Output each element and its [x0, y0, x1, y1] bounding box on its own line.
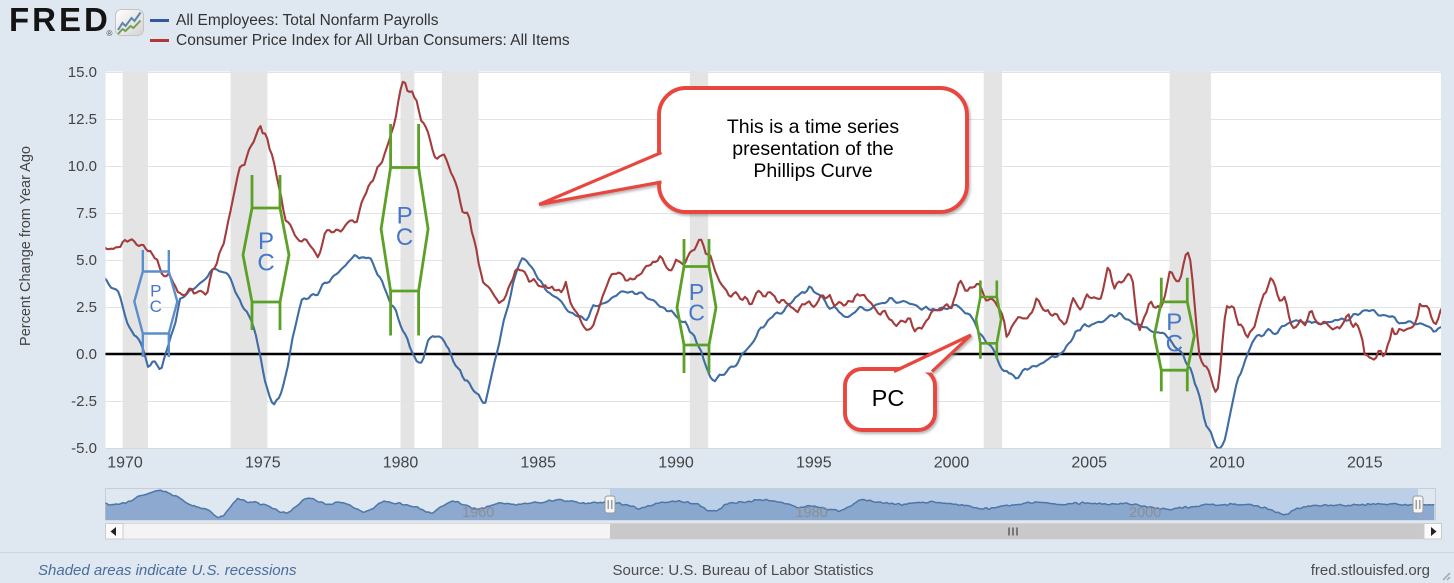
- svg-text:P: P: [689, 279, 704, 305]
- svg-text:1960: 1960: [462, 505, 494, 521]
- svg-text:fred.stlouisfed.org: fred.stlouisfed.org: [1311, 562, 1430, 579]
- svg-text:15.0: 15.0: [68, 64, 97, 81]
- svg-text:7.5: 7.5: [76, 205, 97, 222]
- svg-text:C: C: [257, 250, 274, 277]
- svg-text:10.0: 10.0: [68, 158, 97, 175]
- svg-text:1985: 1985: [520, 455, 556, 472]
- svg-text:C: C: [1166, 331, 1183, 358]
- svg-text:P: P: [397, 202, 413, 229]
- svg-text:C: C: [150, 297, 162, 316]
- svg-text:2000: 2000: [1129, 505, 1161, 521]
- svg-text:2.5: 2.5: [76, 299, 97, 316]
- svg-text:-5.0: -5.0: [71, 440, 97, 457]
- svg-text:C: C: [688, 299, 705, 325]
- svg-text:2000: 2000: [934, 455, 970, 472]
- svg-text:1975: 1975: [245, 455, 281, 472]
- svg-text:2005: 2005: [1071, 455, 1107, 472]
- svg-text:2015: 2015: [1347, 455, 1383, 472]
- svg-text:1980: 1980: [796, 505, 828, 521]
- svg-text:1970: 1970: [107, 455, 143, 472]
- svg-text:Phillips Curve: Phillips Curve: [753, 160, 872, 182]
- svg-text:P: P: [150, 282, 161, 301]
- svg-text:0.0: 0.0: [76, 346, 97, 363]
- svg-text:12.5: 12.5: [68, 111, 97, 128]
- svg-text:Shaded areas indicate U.S. rec: Shaded areas indicate U.S. recessions: [38, 562, 297, 579]
- svg-text:-2.5: -2.5: [71, 393, 97, 410]
- svg-text:PC: PC: [872, 385, 905, 411]
- svg-text:1995: 1995: [796, 455, 832, 472]
- svg-text:P: P: [258, 228, 274, 255]
- svg-text:2010: 2010: [1209, 455, 1245, 472]
- svg-text:P: P: [1166, 309, 1182, 336]
- svg-text:C: C: [396, 224, 413, 251]
- svg-text:5.0: 5.0: [76, 252, 97, 269]
- svg-text:1990: 1990: [658, 455, 694, 472]
- svg-text:Percent Change from Year Ago: Percent Change from Year Ago: [18, 146, 34, 346]
- svg-text:presentation of the: presentation of the: [732, 138, 894, 160]
- svg-text:This is a time series: This is a time series: [727, 116, 900, 138]
- svg-text:Source: U.S. Bureau of Labor S: Source: U.S. Bureau of Labor Statistics: [613, 562, 874, 579]
- svg-text:1980: 1980: [383, 455, 419, 472]
